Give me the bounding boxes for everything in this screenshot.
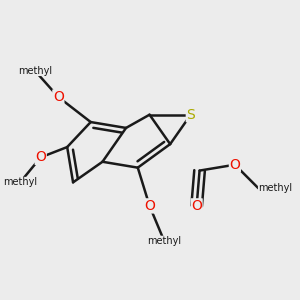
Text: methyl: methyl	[18, 66, 52, 76]
Text: O: O	[35, 150, 46, 164]
Text: O: O	[53, 90, 64, 104]
Text: O: O	[191, 199, 202, 213]
Text: methyl: methyl	[147, 236, 181, 246]
Text: O: O	[230, 158, 240, 172]
Text: O: O	[144, 199, 155, 213]
Text: methyl: methyl	[258, 183, 292, 193]
Text: methyl: methyl	[3, 177, 37, 188]
Text: S: S	[186, 108, 195, 122]
